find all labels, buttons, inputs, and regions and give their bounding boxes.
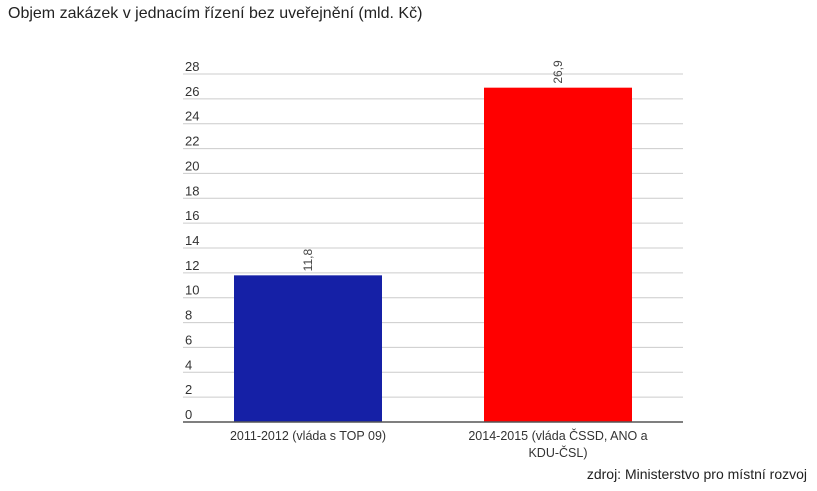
y-tick-label: 26 <box>185 84 199 99</box>
y-tick-label: 6 <box>185 332 192 347</box>
x-axis-categories: 2011-2012 (vláda s TOP 09) 2014-2015 (vlá… <box>230 428 648 460</box>
y-tick-label: 16 <box>185 208 199 223</box>
y-tick-label: 14 <box>185 233 199 248</box>
bar-value-label: 26,9 <box>551 60 565 84</box>
bar <box>484 87 632 423</box>
y-tick-label: 4 <box>185 357 192 372</box>
y-tick-label: 28 <box>185 59 199 74</box>
y-tick-label: 8 <box>185 308 192 323</box>
y-tick-label: 2 <box>185 382 192 397</box>
bar-value-label: 11,8 <box>301 249 315 272</box>
source-note: zdroj: Ministerstvo pro místní rozvoj <box>586 466 807 482</box>
data-labels: 11,8 26,9 <box>301 60 565 271</box>
y-tick-label: 18 <box>185 183 199 198</box>
category-label: 2014-2015 (vláda ČSSD, ANO a <box>468 428 647 443</box>
category-label: KDU-ČSL) <box>528 445 587 460</box>
y-tick-label: 12 <box>185 258 199 273</box>
category-label: 2011-2012 (vláda s TOP 09) <box>230 429 386 443</box>
y-tick-label: 24 <box>185 109 199 124</box>
bar <box>234 275 382 422</box>
y-tick-label: 0 <box>185 407 192 422</box>
bars <box>234 87 632 423</box>
y-tick-label: 20 <box>185 158 199 173</box>
y-tick-label: 10 <box>185 283 199 298</box>
chart-title: Objem zakázek v jednacím řízení bez uveř… <box>8 5 423 22</box>
y-tick-label: 22 <box>185 134 199 149</box>
